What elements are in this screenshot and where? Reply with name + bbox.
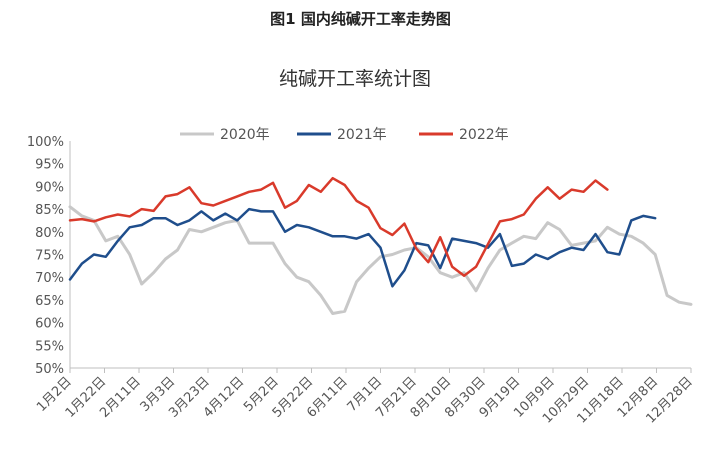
- series-line-2022年: [68, 176, 609, 278]
- y-tick-label: 75%: [35, 249, 64, 264]
- legend: 2020年 2021年 2022年: [180, 127, 509, 143]
- y-axis: 50% 55% 60% 65% 70% 75% 80% 85% 90% 95% 100%: [27, 135, 71, 377]
- legend-label-2021年: 2021年: [337, 127, 387, 143]
- series-line-2021年: [68, 207, 657, 288]
- y-tick-label: 85%: [35, 203, 64, 218]
- chart-title: 纯碱开工率统计图: [279, 68, 431, 90]
- series-line-2020年: [68, 205, 693, 315]
- legend-label-2020年: 2020年: [220, 127, 270, 143]
- y-tick-label: 70%: [35, 271, 64, 286]
- y-tick-label: 50%: [35, 362, 64, 377]
- figure-caption: 图1 国内纯碱开工率走势图: [270, 10, 451, 28]
- legend-label-2022年: 2022年: [459, 127, 509, 143]
- y-tick-label: 95%: [35, 158, 64, 173]
- y-tick-label: 80%: [35, 226, 64, 241]
- y-tick-label: 60%: [35, 317, 64, 332]
- y-tick-label: 100%: [27, 135, 64, 150]
- y-tick-label: 90%: [35, 180, 64, 195]
- series-layer: [68, 176, 693, 315]
- x-axis: 1月2日1月22日2月11日3月3日3月23日4月12日5月2日5月22日6月1…: [34, 367, 696, 427]
- y-tick-label: 65%: [35, 294, 64, 309]
- y-tick-label: 55%: [35, 339, 64, 354]
